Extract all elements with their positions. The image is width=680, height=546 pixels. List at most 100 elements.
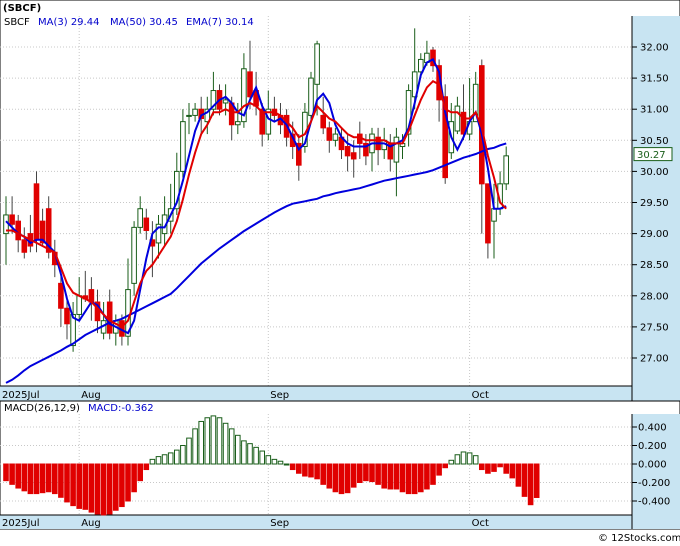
candle: [204, 96, 211, 135]
macd-bar: [497, 463, 503, 468]
candle: [131, 221, 137, 296]
macd-bar: [320, 463, 326, 485]
macd-panel: MACD(26,12,9) MACD:-0.362 0.400 0.200 0.00…: [0, 400, 680, 530]
legend-symbol: SBCF: [4, 17, 30, 28]
price-yticks: 27.00 27.50 28.00 28.50 29.00 29.50 30.00 30.50…: [632, 43, 669, 365]
candle-body: [350, 152, 357, 160]
macd-bar: [369, 463, 375, 483]
macd-bar: [405, 463, 412, 495]
candle-body: [503, 155, 509, 185]
macd-bar: [204, 417, 211, 465]
legend-ma50: MA(50) 30.45: [110, 17, 178, 28]
candle-body: [308, 77, 314, 116]
candle: [411, 28, 418, 110]
price-legend: SBCF MA(3) 29.44 MA(50) 30.45 EMA(7) 30.…: [4, 17, 254, 28]
macd-bar: [271, 458, 278, 465]
candle: [180, 109, 186, 178]
macd-bar: [15, 463, 21, 489]
macd-ytick-label: -0.400: [638, 497, 670, 508]
candle-body: [143, 217, 150, 231]
macd-bar: [399, 463, 406, 493]
macd-bar: [58, 463, 64, 498]
macd-bar: [70, 463, 76, 507]
price-ytick-label: 30.50: [640, 136, 669, 147]
candle-body: [180, 121, 186, 172]
macd-bar: [479, 463, 485, 471]
candle-body: [64, 307, 70, 325]
price-xtick-label: Sep: [270, 390, 289, 401]
price-xticks: 2025Jul Aug Sep Oct: [2, 390, 489, 401]
macd-bar: [283, 463, 290, 466]
candle: [265, 90, 272, 141]
last-price-label: 30.27: [637, 150, 666, 161]
candle: [485, 183, 491, 259]
macd-bar: [436, 463, 442, 476]
macd-bar: [296, 463, 302, 474]
candle-body: [472, 83, 479, 123]
macd-bar: [155, 456, 162, 465]
price-ytick-label: 28.50: [640, 260, 669, 271]
macd-bar: [247, 443, 253, 465]
macd-bar: [192, 428, 198, 465]
macd-bar: [491, 463, 497, 472]
macd-bar: [241, 440, 247, 465]
candle-body: [33, 183, 40, 241]
candle: [442, 84, 448, 184]
macd-bar: [442, 463, 448, 469]
macd-bar: [430, 463, 436, 485]
price-ytick-label: 31.50: [640, 74, 669, 85]
candle-body: [39, 220, 46, 244]
price-ytick-label: 30.00: [640, 167, 669, 178]
macd-bar: [82, 463, 89, 510]
macd-bar: [198, 420, 204, 465]
macd-ytick-label: 0.400: [638, 423, 667, 434]
candle: [308, 71, 314, 122]
macd-bar: [88, 463, 95, 513]
candle: [64, 295, 70, 340]
candle-body: [131, 226, 137, 284]
price-ytick-label: 29.50: [640, 198, 669, 209]
candle-body: [222, 99, 229, 104]
macd-bar: [454, 454, 461, 465]
macd-bar: [521, 463, 528, 497]
candle: [320, 96, 326, 135]
candle: [503, 146, 509, 191]
candle: [454, 96, 461, 135]
macd-bar: [259, 450, 265, 465]
candle: [259, 102, 265, 147]
macd-bar: [3, 463, 9, 482]
macd-bar: [52, 463, 58, 495]
candle-body: [296, 142, 302, 166]
macd-bar: [76, 463, 83, 509]
candle: [296, 134, 302, 181]
macd-bar: [357, 463, 363, 483]
candle-body: [485, 183, 491, 244]
price-ytick-label: 27.50: [640, 322, 669, 333]
macd-xtick-label: Aug: [81, 518, 101, 529]
price-panel-frame: [0, 0, 680, 402]
macd-bar: [94, 463, 101, 515]
candle: [192, 102, 198, 122]
candle: [186, 102, 192, 135]
candle-body: [314, 43, 320, 85]
macd-bar: [509, 463, 516, 479]
macd-bars: [3, 415, 540, 516]
macd-bar: [289, 463, 296, 471]
candle: [332, 127, 339, 147]
macd-bar: [533, 463, 540, 498]
price-yaxis-band: [632, 16, 680, 401]
macd-bar: [100, 463, 107, 516]
macd-bar: [466, 452, 473, 465]
macd-yaxis-band: [632, 414, 680, 529]
candle-body: [58, 282, 64, 309]
macd-bar: [125, 463, 131, 502]
copyright-footer: © 12Stocks.com: [598, 533, 680, 544]
candle-body: [137, 208, 143, 228]
candle-body: [320, 114, 326, 129]
candle-body: [106, 301, 113, 334]
macd-bar: [326, 463, 333, 489]
macd-xtick-label: Sep: [270, 518, 289, 529]
macd-bar: [387, 463, 394, 490]
candle-body: [405, 90, 412, 135]
price-xtick-label: Oct: [472, 390, 489, 401]
